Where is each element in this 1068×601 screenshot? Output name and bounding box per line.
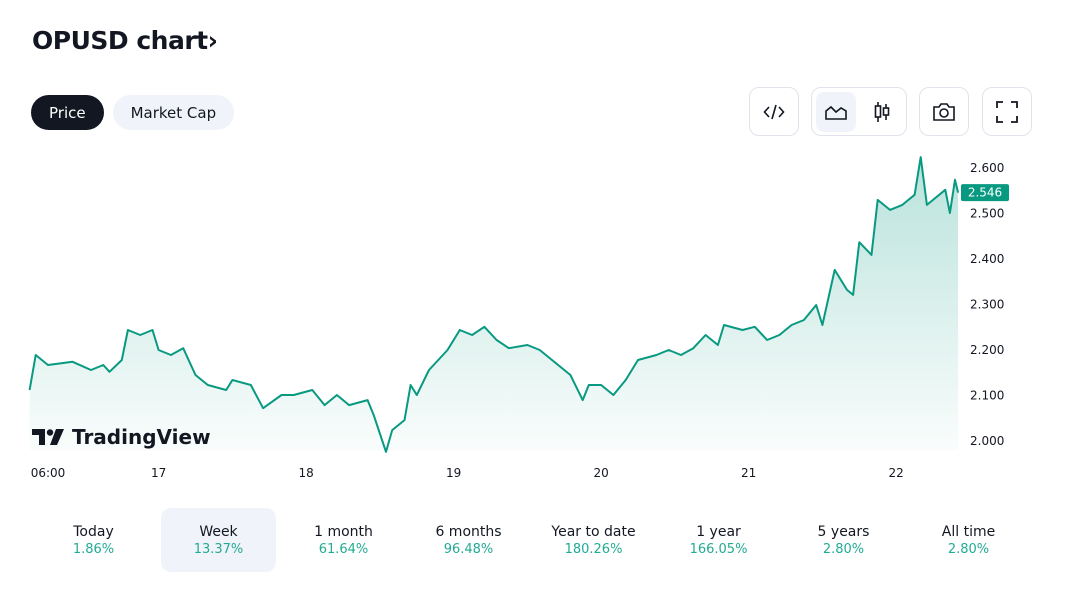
period-change: 13.37% — [193, 541, 244, 557]
candlestick-button[interactable] — [862, 92, 902, 132]
chart-title[interactable]: OPUSD chart› — [32, 26, 218, 55]
embed-code-icon — [763, 104, 785, 119]
period-6-months[interactable]: 6 months 96.48% — [406, 508, 531, 572]
price-chart[interactable]: 2.000 2.100 2.200 2.300 2.400 2.500 2.600 06:00… — [0, 140, 1068, 490]
y-tick-label: 2.200 — [970, 343, 1004, 357]
title-text: OPUSD chart — [32, 26, 208, 55]
period-label: 6 months — [435, 523, 502, 540]
y-tick-label: 2.500 — [970, 207, 1004, 221]
watermark-text: TradingView — [72, 425, 211, 449]
period-change: 166.05% — [689, 541, 748, 557]
period-change: 2.80% — [822, 541, 865, 557]
y-tick-label: 2.300 — [970, 298, 1004, 312]
period-label: 1 month — [314, 523, 373, 540]
x-tick-label: 06:00 — [31, 466, 66, 480]
x-tick-label: 21 — [741, 466, 756, 480]
period-1-month[interactable]: 1 month 61.64% — [281, 508, 406, 572]
last-price-label: 2.546 — [961, 184, 1009, 202]
area-chart-icon — [825, 105, 847, 120]
period-change: 1.86% — [72, 541, 115, 557]
period-label: Year to date — [551, 523, 636, 540]
embed-button[interactable] — [749, 87, 799, 136]
chart-type-group — [811, 87, 907, 136]
period-5-years[interactable]: 5 years 2.80% — [781, 508, 906, 572]
fullscreen-icon — [996, 100, 1018, 123]
metric-tabs: Price Market Cap — [31, 95, 235, 130]
last-price-text: 2.546 — [968, 186, 1002, 200]
tab-price[interactable]: Price — [31, 95, 104, 130]
period-label: 5 years — [817, 523, 870, 540]
y-tick-label: 2.000 — [970, 434, 1004, 448]
screenshot-button[interactable] — [919, 87, 969, 136]
x-tick-label: 20 — [593, 466, 608, 480]
tradingview-logo-icon — [32, 429, 64, 445]
period-1-year[interactable]: 1 year 166.05% — [656, 508, 781, 572]
price-line — [28, 156, 960, 453]
x-tick-label: 18 — [298, 466, 313, 480]
period-change: 61.64% — [318, 541, 369, 557]
tab-market-cap[interactable]: Market Cap — [112, 95, 235, 130]
period-label: 1 year — [696, 523, 741, 540]
period-label: Today — [73, 523, 114, 540]
fullscreen-button[interactable] — [982, 87, 1032, 136]
x-tick-label: 17 — [151, 466, 166, 480]
tradingview-logo: TradingView — [32, 425, 211, 449]
x-tick-label: 22 — [888, 466, 903, 480]
period-today[interactable]: Today 1.86% — [31, 508, 156, 572]
period-ytd[interactable]: Year to date 180.26% — [531, 508, 656, 572]
y-tick-label: 2.100 — [970, 389, 1004, 403]
period-change: 180.26% — [564, 541, 623, 557]
period-week[interactable]: Week 13.37% — [161, 508, 276, 572]
candlestick-icon — [874, 101, 890, 122]
period-label: Week — [199, 523, 238, 540]
x-tick-label: 19 — [446, 466, 461, 480]
price-area — [29, 157, 959, 452]
period-change: 96.48% — [443, 541, 494, 557]
period-label: All time — [941, 523, 996, 540]
area-chart-button[interactable] — [816, 91, 856, 132]
camera-icon — [933, 102, 955, 121]
period-stats: Today 1.86% Week 13.37% 1 month 61.64% 6 mo… — [31, 508, 1031, 572]
period-change: 2.80% — [947, 541, 990, 557]
period-all-time[interactable]: All time 2.80% — [906, 508, 1031, 572]
y-tick-label: 2.600 — [970, 161, 1004, 175]
chevron-right-icon: › — [207, 26, 218, 55]
y-tick-label: 2.400 — [970, 252, 1004, 266]
